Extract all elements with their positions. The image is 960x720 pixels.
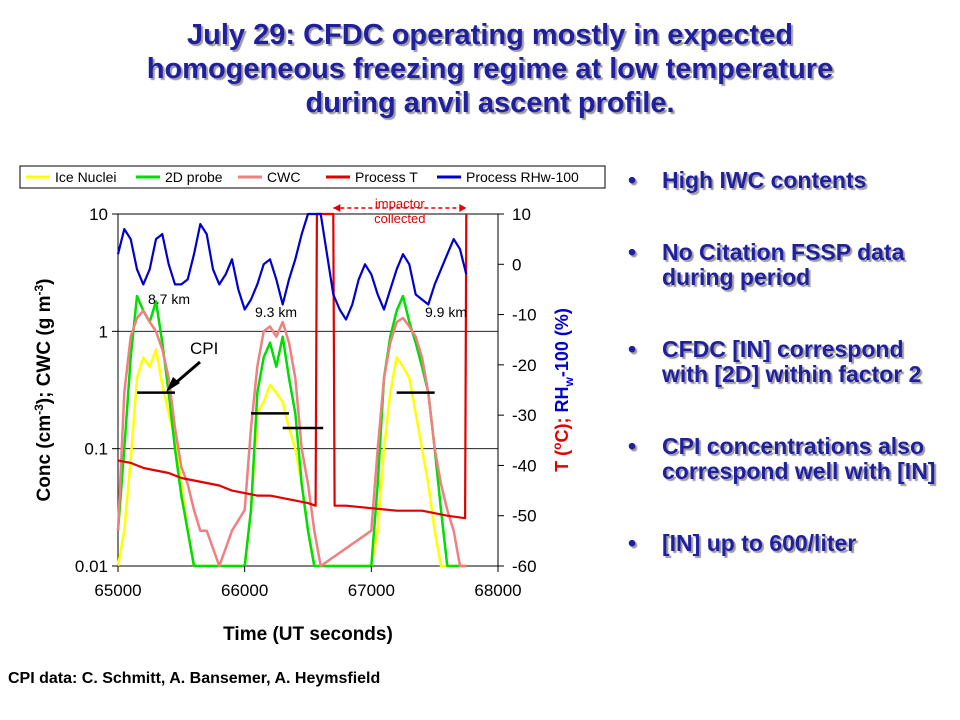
y-tick-label-left: 1 (99, 322, 108, 341)
y-tick-label-left: 10 (89, 205, 108, 224)
altitude-label-2: 9.3 km (255, 304, 297, 320)
series-line-0 (116, 348, 467, 568)
bullet-item: • CFDC [IN] correspond with [2D] within f… (628, 337, 948, 387)
y-axis-label-left: Conc (cm-3); CWC (g m-3) (32, 279, 55, 502)
series-line-3 (117, 212, 468, 520)
cpi-arrowhead (166, 377, 180, 392)
y-tick-label-right: -30 (512, 406, 537, 425)
bullet-dot: • (628, 433, 637, 459)
bullet-item: • CPI concentrations also correspond well… (628, 434, 948, 484)
impactor-label-1: impactor (375, 196, 426, 211)
y-tick-label-left: 0.1 (84, 440, 108, 459)
y-tick-label-right: -40 (512, 456, 537, 475)
series-line-2 (116, 309, 467, 568)
bullet-text: CFDC [IN] correspond with [2D] within fa… (662, 336, 922, 387)
series-line-1 (116, 294, 467, 568)
altitude-label-3: 9.9 km (425, 304, 467, 320)
impactor-arrowhead-right (459, 204, 467, 212)
legend-box (19, 165, 606, 189)
impactor-arrowhead-left (333, 204, 341, 212)
bullet-item: • No Citation FSSP data during period (628, 240, 948, 290)
bullet-item: • High IWC contents (628, 168, 948, 193)
legend-label: CWC (267, 169, 300, 185)
y-tick-label-right: 0 (512, 255, 521, 274)
bullet-dot: • (628, 167, 637, 193)
slide-title: July 29: CFDC operating mostly in expect… (146, 19, 834, 119)
x-tick-label: 65000 (94, 581, 141, 600)
y-axis-label-right: T (oC); RHw-100 (%) (550, 308, 576, 472)
bullet-text: CPI concentrations also correspond well … (662, 433, 936, 484)
bullet-item: • [IN] up to 600/liter (628, 531, 948, 556)
x-axis-label: Time (UT seconds) (223, 624, 393, 645)
x-tick-label: 66000 (221, 581, 268, 600)
axis-ticks: 65000 66000 67000 68000 0.01 0.1 1 10 -60 -50 -40 -… (75, 205, 537, 600)
bullet-list: • High IWC contents • No Citation FSSP dat… (628, 168, 948, 556)
svg-text:Conc (cm-3); CWC (g m-3): Conc (cm-3); CWC (g m-3) (32, 279, 55, 502)
y-tick-label-right: -20 (512, 356, 537, 375)
y-tick-label-right: -60 (512, 557, 537, 576)
cpi-label: CPI (190, 339, 218, 358)
bullet-text: No Citation FSSP data during period (662, 239, 905, 290)
bullet-dot: • (628, 239, 637, 265)
bullet-dot: • (628, 336, 637, 362)
legend-label: Process RHw-100 (466, 169, 579, 185)
series-group (116, 212, 468, 568)
legend-label: Process T (355, 169, 418, 185)
bullet-text: High IWC contents (662, 167, 867, 193)
altitude-label-1: 8.7 km (148, 291, 190, 307)
x-tick-label: 67000 (348, 581, 395, 600)
legend-label: 2D probe (165, 169, 223, 185)
series-line-4 (116, 212, 468, 321)
chart-legend: Ice Nuclei 2D probe CWC Process T Process RH… (19, 165, 606, 189)
bullet-text: [IN] up to 600/liter (662, 530, 857, 556)
y-tick-label-right: -10 (512, 306, 537, 325)
y-tick-label-right: -50 (512, 507, 537, 526)
bullet-dot: • (628, 530, 637, 556)
plot-area (117, 213, 499, 567)
svg-text:T (oC); RHw-100 (%): T (oC); RHw-100 (%) (550, 308, 576, 472)
chart: Ice Nuclei 2D probe CWC Process T Process RH… (19, 165, 606, 645)
y-tick-label-right: 10 (512, 205, 531, 224)
x-tick-label: 68000 (474, 581, 521, 600)
y-tick-label-left: 0.01 (75, 557, 108, 576)
impactor-label-2: collected (374, 211, 425, 226)
credit-text: CPI data: C. Schmitt, A. Bansemer, A. He… (8, 670, 381, 687)
legend-label: Ice Nuclei (55, 169, 116, 185)
